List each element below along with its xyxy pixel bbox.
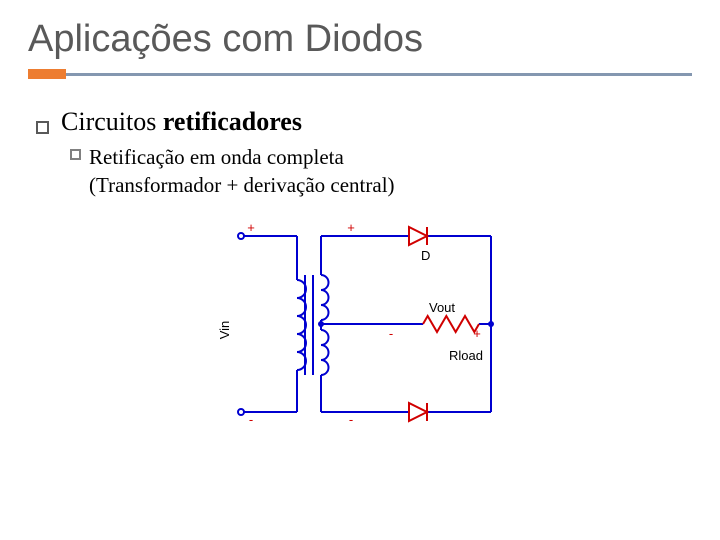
sub-text: Retificação em onda completa (Transforma…	[89, 143, 395, 200]
sub-bullet-1: Retificação em onda completa (Transforma…	[36, 143, 692, 200]
svg-text:-: -	[389, 326, 393, 341]
content-area: Circuitos retificadores Retificação em o…	[28, 107, 692, 440]
slide: Aplicações com Diodos Circuitos retifica…	[0, 0, 720, 540]
bullet-bold: retificadores	[163, 107, 302, 136]
svg-text:-: -	[349, 412, 353, 427]
svg-text:D: D	[421, 248, 430, 263]
diagram-container: + - Vin + - D Vout - + Rload	[36, 220, 692, 440]
bullet-text: Circuitos retificadores	[61, 107, 302, 137]
rule-line	[28, 73, 692, 76]
svg-text:+: +	[247, 220, 255, 235]
svg-text:Vout: Vout	[429, 300, 455, 315]
sub-line2: (Transformador + derivação central)	[89, 173, 395, 197]
circuit-diagram: + - Vin + - D Vout - + Rload	[199, 220, 529, 440]
sub-line1: Retificação em onda completa	[89, 145, 344, 169]
bullet-prefix: Circuitos	[61, 107, 163, 136]
svg-text:Vin: Vin	[217, 320, 232, 339]
svg-text:+: +	[347, 220, 355, 235]
rule-accent	[28, 69, 66, 79]
slide-title: Aplicações com Diodos	[28, 18, 692, 61]
svg-text:-: -	[249, 412, 253, 427]
bullet-icon	[36, 121, 49, 134]
title-rule	[28, 69, 692, 79]
svg-text:+: +	[473, 326, 481, 341]
svg-text:Rload: Rload	[449, 348, 483, 363]
bullet-1: Circuitos retificadores	[36, 107, 692, 137]
sub-bullet-icon	[70, 149, 81, 160]
